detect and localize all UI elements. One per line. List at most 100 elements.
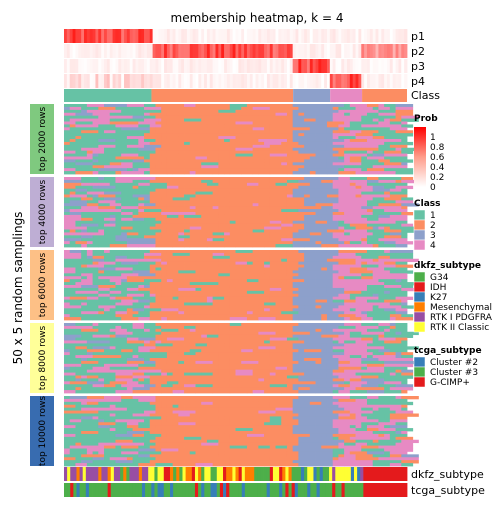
sampling-cell (332, 451, 345, 455)
sampling-cell (252, 179, 265, 184)
sampling-cell (212, 261, 225, 265)
sampling-cell (69, 366, 76, 371)
sampling-cell (64, 220, 71, 225)
sampling-cell (86, 250, 93, 254)
sampling-cell (144, 203, 156, 207)
sampling-cell (218, 366, 231, 371)
sampling-cell (178, 378, 196, 382)
sampling-cell (258, 250, 271, 254)
sampling-cell (195, 325, 208, 330)
sampling-cell (212, 311, 231, 315)
sampling-cell (384, 168, 402, 172)
sampling-cell (218, 156, 225, 160)
sampling-cell (378, 433, 385, 438)
sampling-cell (132, 372, 145, 376)
annotation-cell (391, 467, 395, 481)
sampling-cell (229, 340, 236, 344)
sampling-cell (189, 293, 202, 298)
sampling-cell (126, 244, 139, 248)
sampling-cell (309, 130, 322, 134)
sampling-cell (326, 413, 339, 417)
annotation-cell (126, 483, 130, 497)
sampling-cell (304, 378, 316, 382)
sampling-cell (212, 349, 225, 353)
annotation-cell (251, 483, 255, 497)
sampling-cell (178, 293, 191, 298)
sampling-cell (298, 396, 305, 400)
annotation-cell (191, 483, 196, 497)
prob-cell (381, 74, 385, 88)
sampling-cell (395, 147, 402, 152)
sampling-cell (275, 346, 294, 350)
sampling-cell (104, 255, 116, 260)
sampling-cell (269, 200, 288, 204)
prob-row-label-p1: p1 (411, 30, 425, 43)
sampling-cell (235, 156, 254, 160)
annotation-cell (272, 483, 277, 497)
sampling-cell (178, 355, 196, 359)
prob-cell (309, 44, 314, 58)
sampling-cell (81, 436, 93, 441)
sampling-cell (281, 226, 288, 230)
sampling-cell (281, 404, 294, 409)
sampling-cell (172, 404, 179, 409)
sampling-cell (155, 323, 168, 327)
sampling-cell (166, 387, 174, 391)
sampling-cell (104, 217, 116, 222)
sampling-cell (235, 179, 248, 184)
sampling-cell (286, 290, 294, 295)
sampling-cell (332, 346, 345, 350)
sampling-cell (104, 328, 111, 333)
sampling-cell (161, 144, 174, 149)
prob-cell (301, 59, 305, 73)
sampling-cell (384, 156, 391, 160)
sampling-cell (349, 270, 368, 274)
sampling-cell (126, 413, 133, 417)
sampling-cell (229, 290, 236, 295)
sampling-cell (86, 445, 99, 449)
sampling-cell (298, 378, 305, 382)
sampling-cell (304, 159, 311, 163)
sampling-cell (109, 279, 122, 283)
annotation-cell (163, 467, 168, 481)
sampling-cell (132, 130, 151, 134)
prob-cell (404, 44, 408, 58)
sampling-cell (109, 413, 116, 417)
sampling-cell (149, 185, 168, 190)
sampling-cell (201, 442, 219, 446)
sampling-cell (64, 153, 82, 157)
prob-cell (355, 29, 359, 43)
sampling-cell (332, 308, 351, 312)
sampling-cell (401, 217, 408, 222)
sampling-cell (92, 194, 99, 198)
sampling-cell (366, 404, 385, 409)
prob-cell (395, 59, 399, 73)
prob-cell (152, 59, 156, 73)
sampling-cell (401, 209, 408, 213)
sampling-cell (206, 340, 214, 344)
sampling-cell (69, 209, 88, 213)
annotation-cell (188, 467, 193, 481)
sampling-cell (206, 331, 225, 336)
annotation-cell (310, 483, 314, 497)
sampling-cell (321, 232, 334, 236)
sampling-cell (275, 325, 294, 330)
sampling-cell (258, 124, 271, 128)
sampling-cell (281, 229, 299, 233)
sampling-cell (86, 267, 93, 271)
sampling-cell (332, 133, 339, 137)
sampling-cell (81, 168, 99, 172)
sampling-cell (246, 267, 259, 271)
prob-cell (89, 29, 93, 43)
sampling-cell (86, 433, 99, 438)
annotation-cell (297, 483, 302, 497)
sampling-cell (64, 331, 76, 336)
sampling-cell (229, 442, 248, 446)
sampling-cell (132, 454, 139, 458)
sampling-cell (172, 314, 179, 318)
sampling-cell (81, 454, 88, 458)
sampling-cell (298, 317, 311, 321)
sampling-cell (395, 203, 402, 207)
sampling-cell (286, 255, 305, 260)
sampling-cell (258, 139, 271, 143)
